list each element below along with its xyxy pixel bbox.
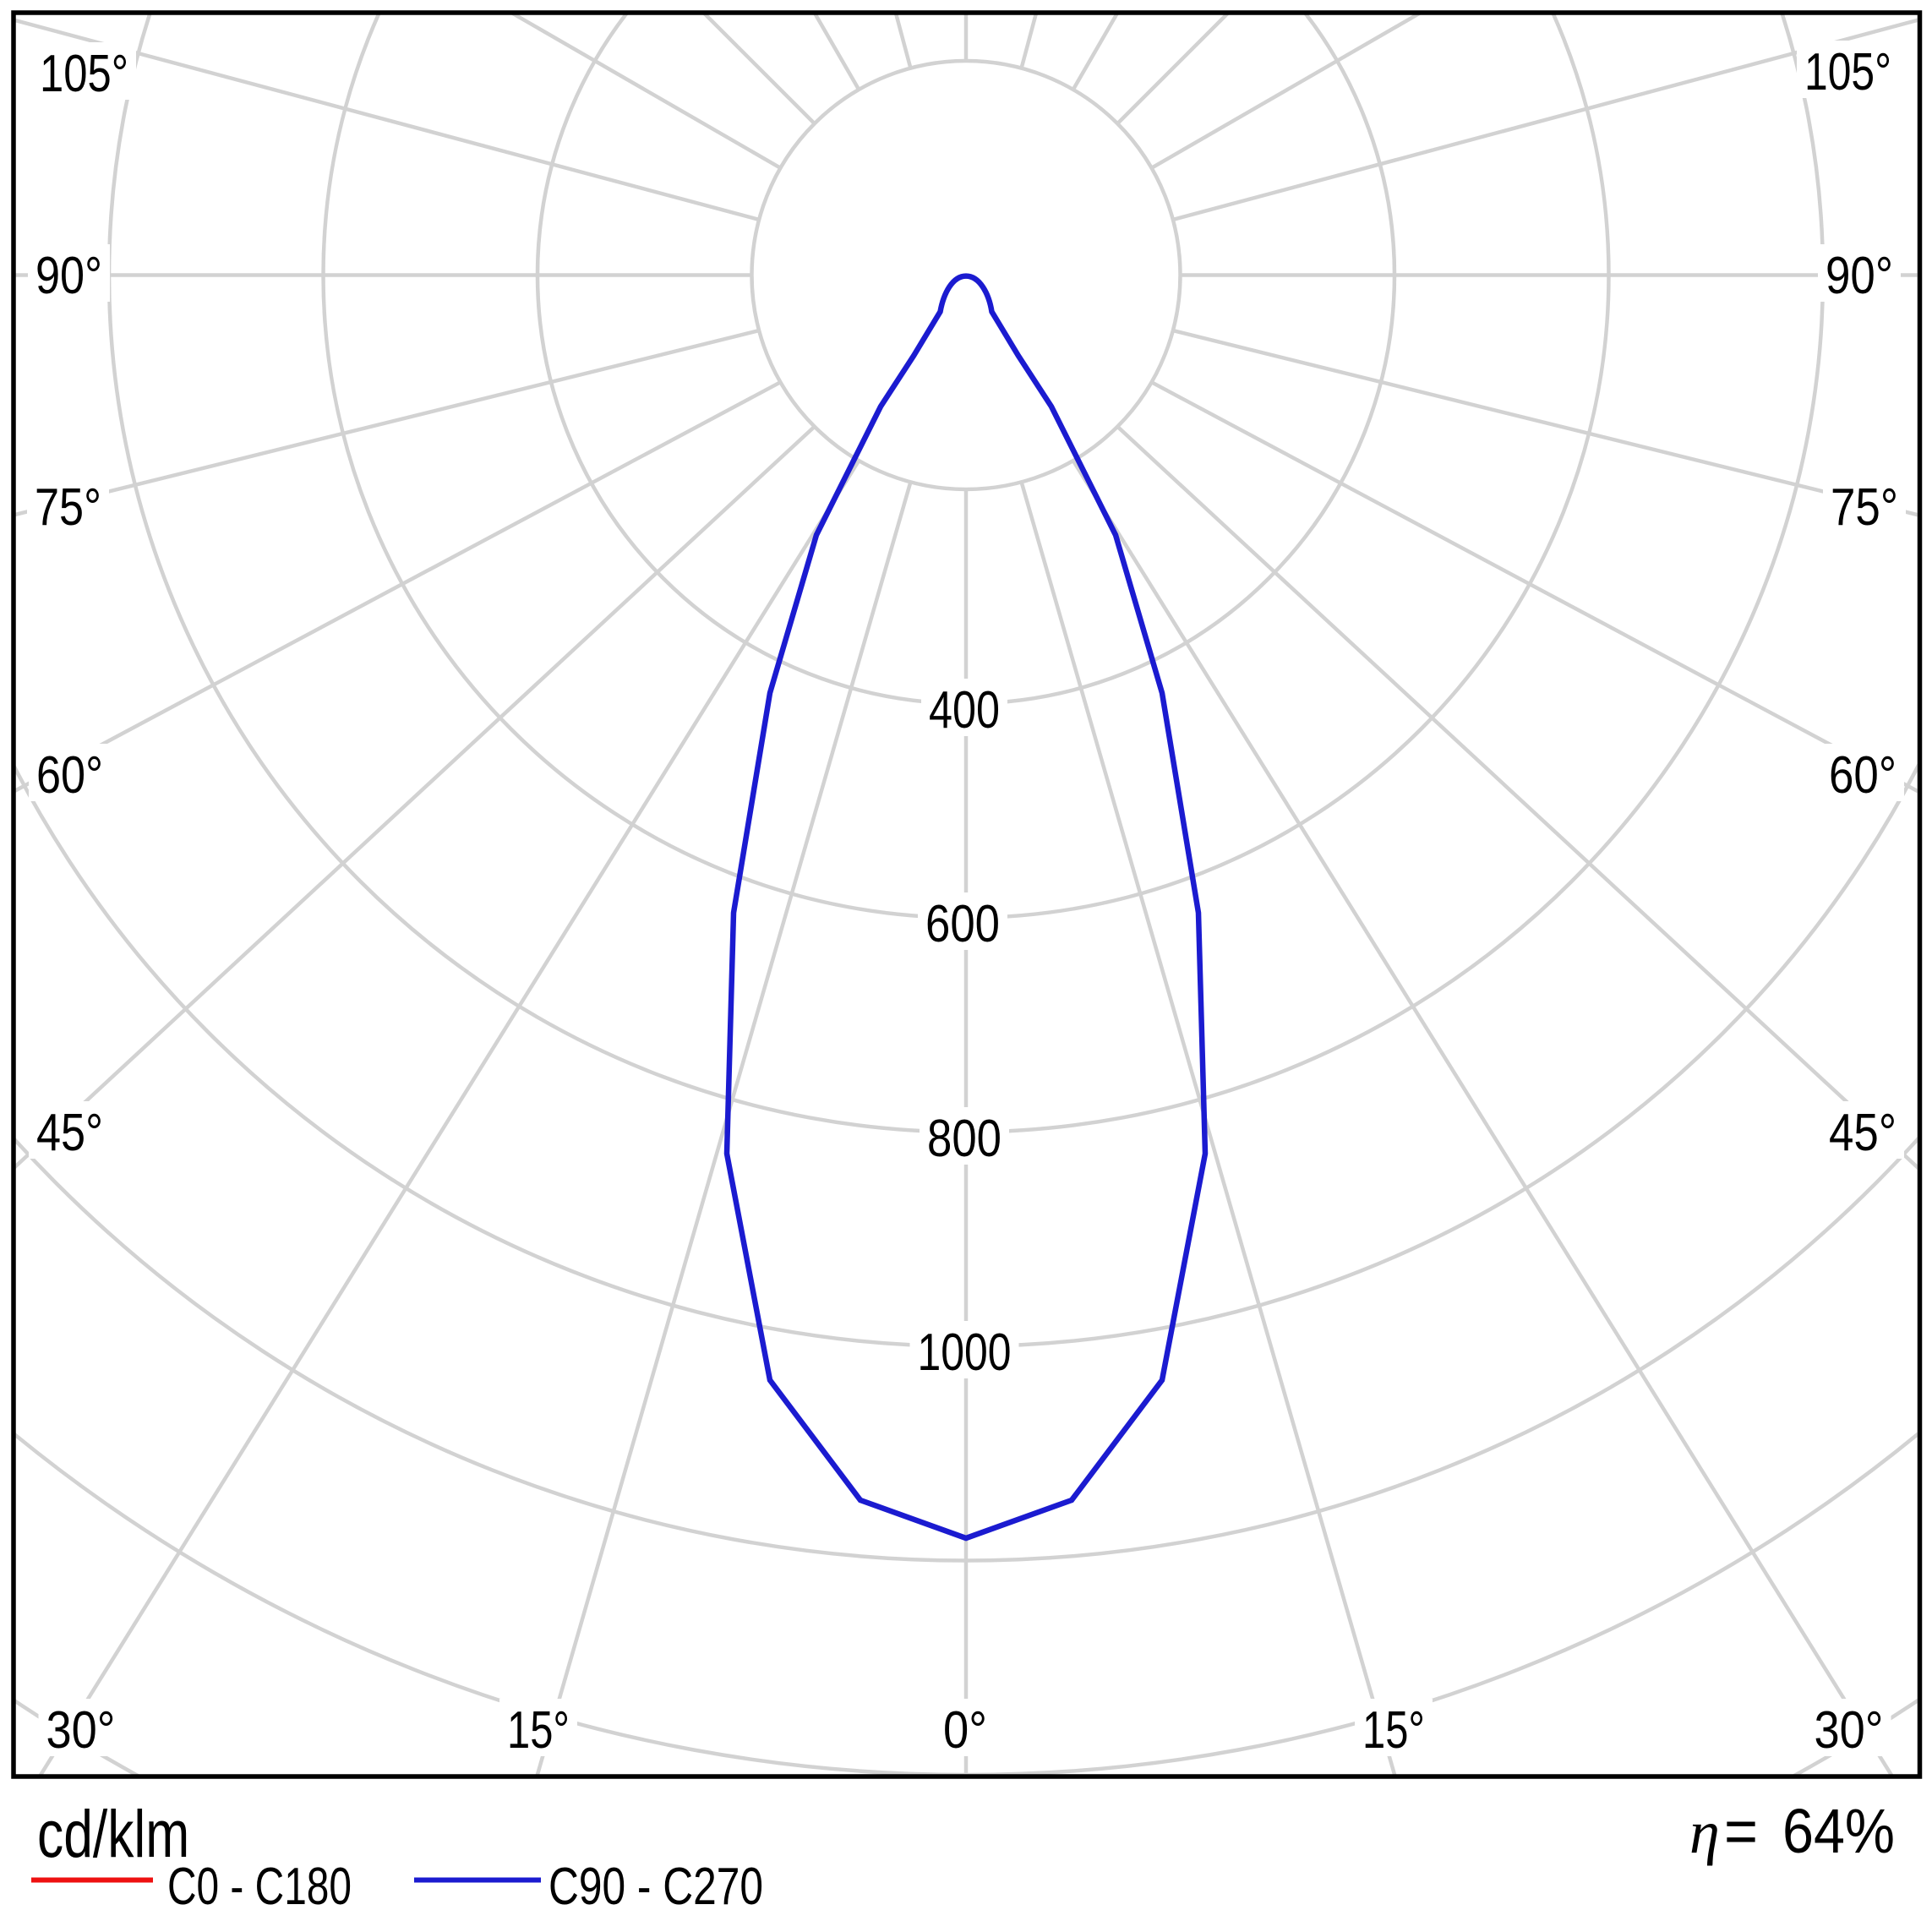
svg-text:30°: 30°	[1815, 1701, 1884, 1760]
svg-text:η: η	[1689, 1798, 1720, 1866]
svg-text:90°: 90°	[35, 247, 102, 305]
svg-text:30°: 30°	[46, 1701, 116, 1760]
svg-text:15°: 15°	[507, 1701, 570, 1760]
svg-text:C0 - C180: C0 - C180	[167, 1858, 352, 1916]
svg-text:75°: 75°	[1831, 478, 1898, 537]
svg-text:64%: 64%	[1782, 1796, 1895, 1866]
svg-text:600: 600	[925, 895, 1000, 953]
svg-text:90°: 90°	[1826, 247, 1893, 305]
svg-text:75°: 75°	[35, 478, 101, 537]
svg-text:45°: 45°	[36, 1104, 103, 1162]
svg-text:400: 400	[929, 681, 1000, 740]
svg-text:0°: 0°	[943, 1701, 987, 1760]
svg-text:cd/klm: cd/klm	[37, 1798, 189, 1872]
svg-text:60°: 60°	[36, 746, 103, 805]
svg-text:800: 800	[927, 1110, 1001, 1168]
svg-text:C90 - C270: C90 - C270	[548, 1858, 763, 1916]
svg-text:1000: 1000	[918, 1323, 1012, 1382]
svg-text:105°: 105°	[1804, 43, 1891, 101]
svg-text:105°: 105°	[40, 45, 128, 103]
svg-text:60°: 60°	[1829, 746, 1897, 805]
svg-text:15°: 15°	[1362, 1701, 1425, 1760]
svg-text:=: =	[1724, 1796, 1758, 1866]
svg-text:45°: 45°	[1829, 1104, 1897, 1162]
